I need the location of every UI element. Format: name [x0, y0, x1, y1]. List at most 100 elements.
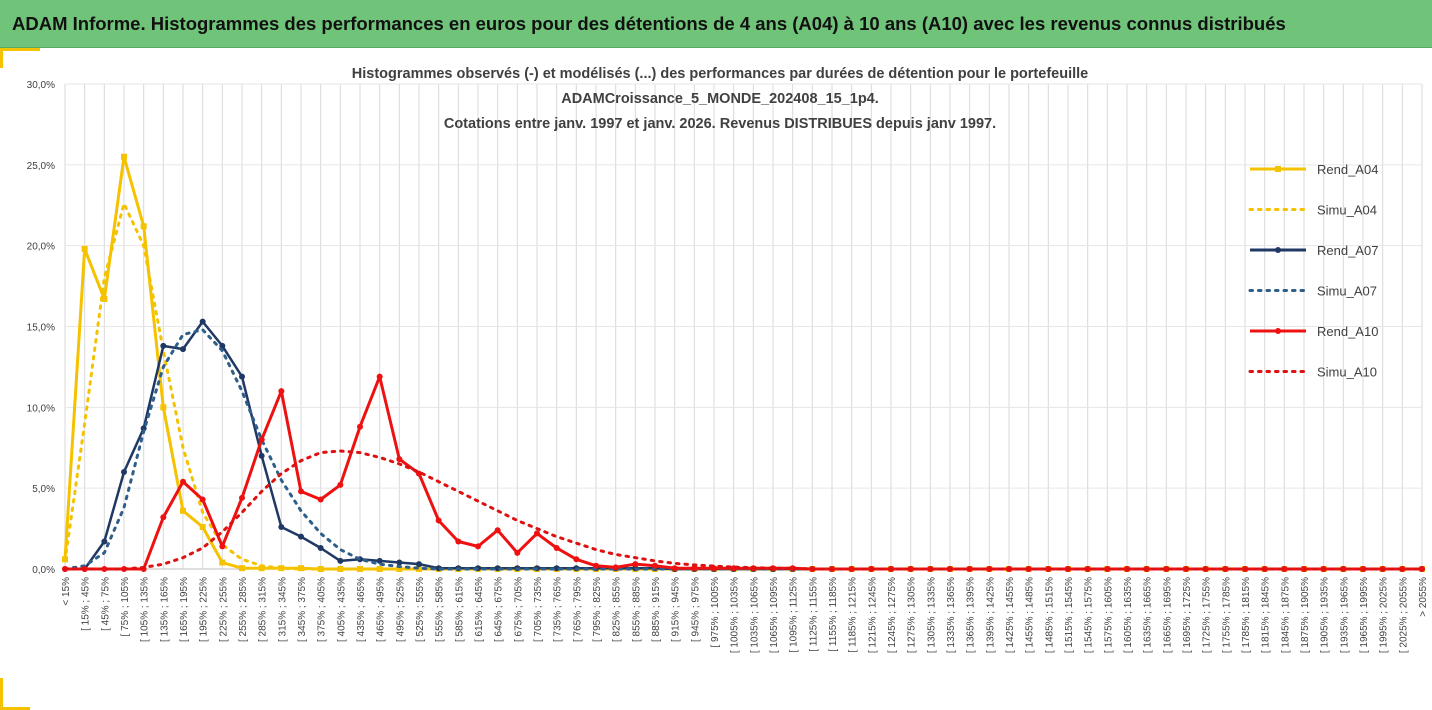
- gridlines: [64, 83, 1423, 570]
- data-point: [180, 507, 186, 514]
- x-tick-label: [ 975% ; 1005%: [710, 577, 721, 648]
- series-line: [63, 449, 1424, 571]
- data-point: [691, 565, 698, 572]
- x-tick-label: [ 1125% ; 1155%: [808, 577, 819, 652]
- data-point: [239, 565, 245, 572]
- x-tick-label: [ 1275% ; 1305%: [907, 577, 918, 653]
- y-tick-label: 25,0%: [27, 161, 55, 172]
- x-tick-label: [ 1815% ; 1845%: [1261, 577, 1272, 653]
- data-point: [376, 373, 383, 380]
- x-tick-label: [ 1665% ; 1695%: [1162, 577, 1173, 653]
- x-tick-label: [ 1035% ; 1065%: [749, 577, 760, 653]
- data-point: [337, 557, 344, 564]
- x-tick-label: [ 1935% ; 1965%: [1339, 577, 1350, 653]
- x-tick-label: [ 285% ; 315%: [258, 577, 269, 642]
- x-tick-label: > 2055%: [1418, 577, 1429, 617]
- data-point: [1360, 566, 1366, 572]
- legend-item-rend_a10[interactable]: Rend_A10: [1250, 324, 1378, 339]
- x-tick-label: [ 555% ; 585%: [435, 577, 446, 642]
- x-tick-label: [ 855% ; 885%: [631, 577, 642, 642]
- legend-item-simu_a10[interactable]: Simu_A10: [1248, 365, 1377, 380]
- x-tick-label: [ 435% ; 465%: [356, 577, 367, 642]
- x-tick-label: [ 1185% ; 1215%: [848, 577, 859, 653]
- x-tick-label: [ 1845% ; 1875%: [1280, 577, 1291, 653]
- data-point: [140, 223, 147, 230]
- x-axis: < 15% [ 15% ; 45% [ 45% ; 75% [ 75% ; 105% […: [61, 577, 1429, 653]
- x-tick-label: [ 1455% ; 1485%: [1025, 577, 1036, 653]
- data-point: [966, 566, 973, 572]
- frame-accent: [0, 678, 3, 710]
- data-point: [298, 533, 304, 540]
- data-point: [160, 404, 167, 411]
- data-point: [376, 557, 383, 564]
- y-axis: 0,0% 5,0% 10,0% 15,0% 20,0% 25,0% 30,0%: [27, 80, 55, 576]
- data-point: [239, 494, 245, 501]
- x-tick-label: [ 75% ; 105%: [120, 577, 131, 637]
- data-point: [514, 549, 521, 556]
- data-point: [396, 559, 403, 566]
- x-tick-label: [ 795% ; 825%: [592, 577, 603, 642]
- x-tick-label: [ 1755% ; 1785%: [1221, 577, 1232, 653]
- x-tick-label: [ 1425% ; 1455%: [1005, 577, 1016, 653]
- data-point: [219, 543, 226, 550]
- data-point: [435, 517, 442, 524]
- data-point: [671, 565, 678, 572]
- data-point: [907, 566, 914, 572]
- x-tick-label: [ 165% ; 195%: [179, 577, 190, 642]
- data-point: [160, 514, 167, 521]
- y-tick-label: 30,0%: [27, 80, 55, 91]
- data-point: [573, 556, 580, 563]
- legend-label: Simu_A04: [1317, 203, 1377, 218]
- x-tick-label: [ 885% ; 915%: [651, 577, 662, 642]
- x-tick-label: [ 765% ; 795%: [572, 577, 583, 642]
- data-point: [199, 523, 206, 530]
- data-point: [278, 523, 285, 530]
- data-point: [81, 245, 88, 252]
- series-line: [63, 202, 1424, 571]
- x-tick-label: [ 525% ; 555%: [415, 577, 426, 642]
- x-tick-label: [ 375% ; 405%: [317, 577, 328, 642]
- page-banner: ADAM Informe. Histogrammes des performan…: [0, 0, 1432, 48]
- legend-item-rend_a07[interactable]: Rend_A07: [1250, 243, 1378, 258]
- legend-label: Simu_A07: [1317, 284, 1377, 299]
- data-point: [612, 564, 619, 571]
- data-point: [1419, 566, 1425, 572]
- histogram-chart: Histogrammes observés (-) et modélisés (…: [27, 66, 1429, 653]
- page-title: ADAM Informe. Histogrammes des performan…: [12, 12, 1286, 34]
- x-tick-label: [ 255% ; 285%: [238, 577, 249, 642]
- series-simu_a04: [63, 202, 1424, 571]
- data-point: [357, 423, 363, 430]
- x-tick-label: [ 2025% ; 2055%: [1398, 577, 1409, 653]
- data-point: [475, 543, 481, 550]
- data-point: [258, 436, 265, 443]
- data-point: [239, 373, 245, 380]
- data-point: [553, 544, 560, 551]
- x-tick-label: [ 1215% ; 1245%: [867, 577, 878, 653]
- x-tick-label: [ 1005% ; 1035%: [730, 577, 741, 653]
- x-tick-label: [ 135% ; 165%: [159, 577, 170, 642]
- data-point: [121, 469, 127, 475]
- y-tick-label: 15,0%: [27, 323, 55, 334]
- x-tick-label: [ 195% ; 225%: [199, 577, 210, 642]
- data-point: [199, 318, 206, 325]
- x-tick-label: [ 405% ; 435%: [336, 577, 347, 642]
- legend-label: Rend_A07: [1317, 243, 1378, 258]
- series-rend_a04: [62, 153, 1425, 572]
- legend-item-simu_a04[interactable]: Simu_A04: [1248, 203, 1377, 218]
- x-tick-label: [ 1605% ; 1635%: [1123, 577, 1134, 653]
- x-tick-label: [ 1335% ; 1365%: [946, 577, 957, 653]
- series-line: [63, 328, 1424, 571]
- x-tick-label: [ 1515% ; 1545%: [1064, 577, 1075, 653]
- data-point: [652, 562, 658, 569]
- data-point: [632, 561, 639, 568]
- legend-item-simu_a07[interactable]: Simu_A07: [1248, 284, 1377, 299]
- chart-title: Histogrammes observés (-) et modélisés (…: [352, 66, 1088, 132]
- x-tick-label: [ 1575% ; 1605%: [1103, 577, 1114, 653]
- series-rend_a07: [62, 318, 1425, 572]
- legend[interactable]: Rend_A04 Simu_A04 Rend_A07 Simu_A07 Rend_A10…: [1248, 162, 1378, 380]
- data-point: [298, 565, 304, 572]
- x-tick-label: [ 735% ; 765%: [553, 577, 564, 642]
- data-point: [416, 566, 422, 572]
- x-tick-label: [ 1305% ; 1335%: [926, 577, 937, 653]
- legend-item-rend_a04[interactable]: Rend_A04: [1250, 162, 1378, 177]
